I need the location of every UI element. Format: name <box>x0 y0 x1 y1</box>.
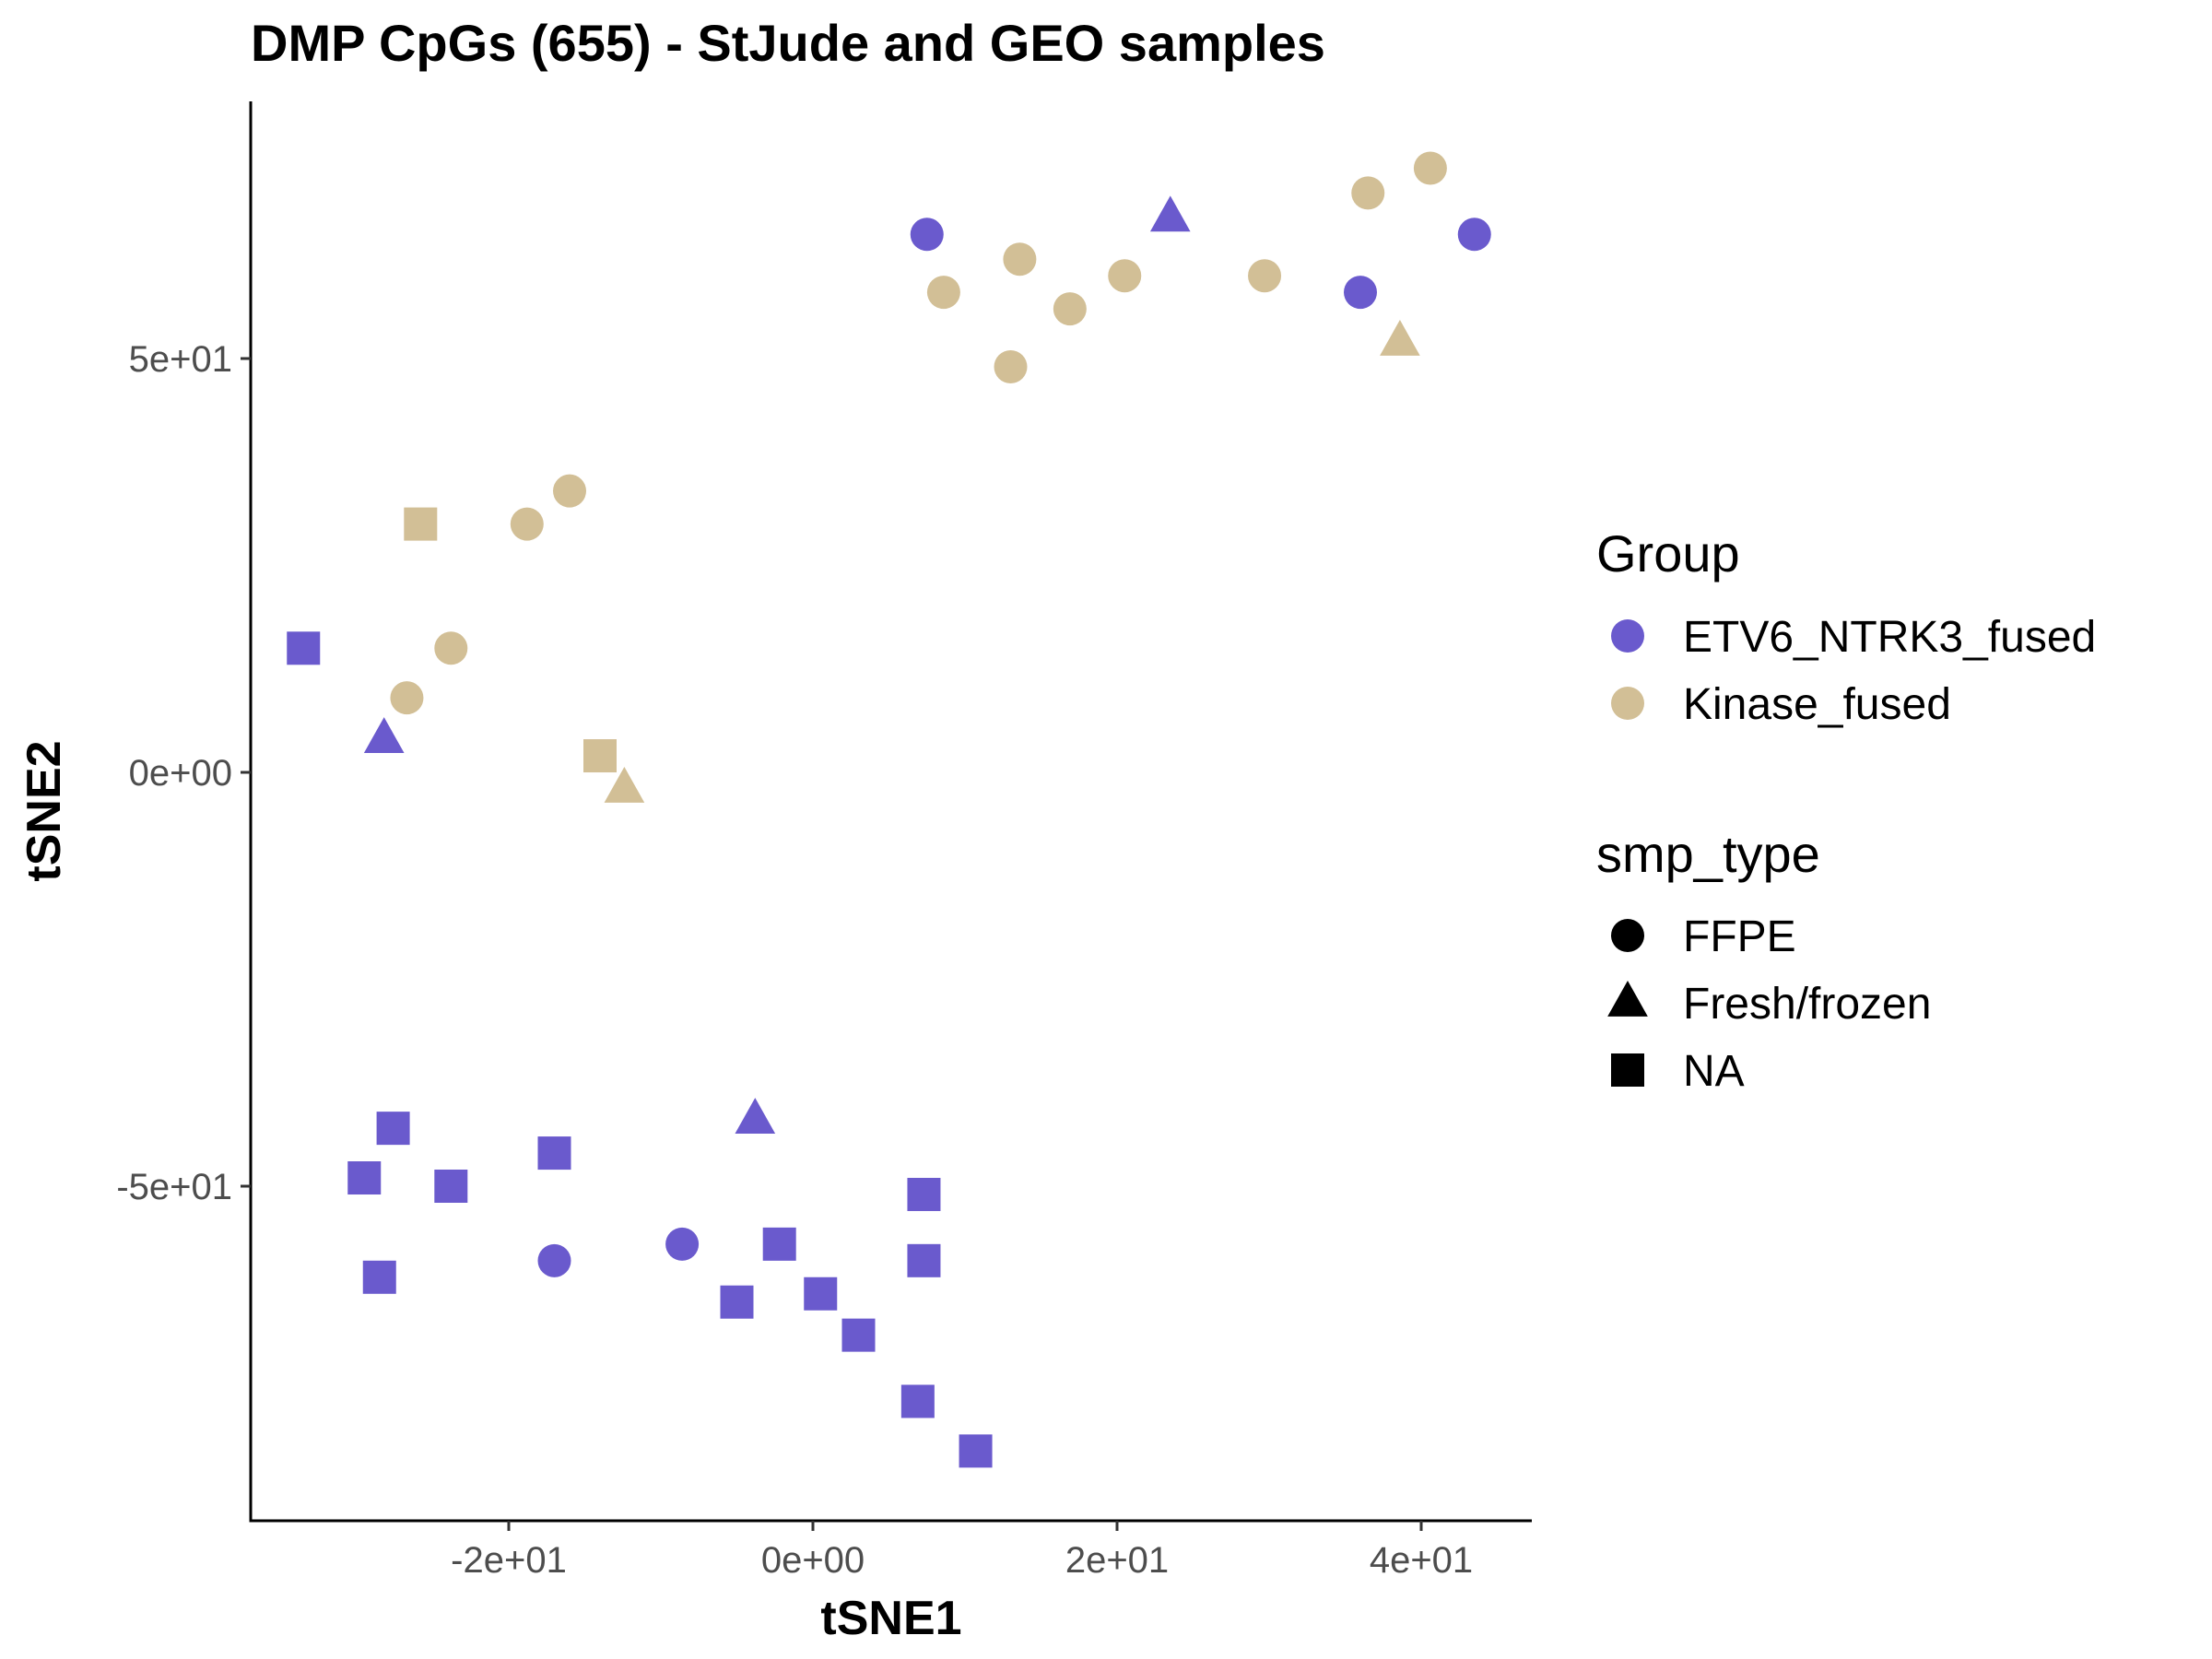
data-point <box>362 1260 396 1294</box>
legend-smp-type-title: smp_type <box>1596 825 1820 883</box>
data-point <box>1149 195 1191 232</box>
x-tick-label: 2e+01 <box>1065 1540 1169 1581</box>
plot-area: -2e+01 0e+00 2e+01 4e+01 5e+01 0e+00 -5e+01 <box>116 101 1532 1581</box>
legend-smp-type-keys: FFPE Fresh/frozen NA <box>1607 912 1931 1096</box>
legend-group-title: Group <box>1596 524 1740 582</box>
legend-group-key <box>1611 619 1644 653</box>
x-tick-label: -2e+01 <box>451 1540 567 1581</box>
data-point <box>1380 320 1420 356</box>
legend-group-key <box>1611 687 1644 720</box>
data-point <box>926 276 960 310</box>
data-point <box>347 1161 382 1195</box>
data-point <box>841 1318 876 1352</box>
data-point <box>363 717 405 753</box>
y-axis-ticks: 5e+01 0e+00 -5e+01 <box>116 339 251 1207</box>
x-axis-ticks: -2e+01 0e+00 2e+01 4e+01 <box>451 1521 1473 1581</box>
data-point <box>434 1170 468 1203</box>
data-point <box>510 507 544 541</box>
legend-smp-type-key <box>1611 919 1644 952</box>
x-tick-label: 4e+01 <box>1370 1540 1473 1581</box>
data-point <box>1053 292 1087 326</box>
data-point <box>1351 176 1385 210</box>
data-point <box>537 1136 571 1171</box>
data-point <box>1248 259 1282 293</box>
legend-group-label: Kinase_fused <box>1683 680 1951 729</box>
legend-smp-type-key <box>1611 1053 1644 1087</box>
data-point <box>907 1243 941 1277</box>
chart-title: DMP CpGs (655) - StJude and GEO samples <box>251 14 1325 72</box>
x-axis-title: tSNE1 <box>820 1592 961 1645</box>
data-point <box>735 1098 776 1135</box>
data-point <box>994 349 1028 383</box>
data-point <box>434 631 468 665</box>
legend-smp-type-label: NA <box>1683 1047 1745 1096</box>
legend-group: Group ETV6_NTRK3_fused Kinase_fused <box>1596 524 2096 729</box>
data-point <box>553 474 586 508</box>
x-tick-label: 0e+00 <box>761 1540 865 1581</box>
legend-group-label: ETV6_NTRK3_fused <box>1683 613 2096 662</box>
y-tick-label: -5e+01 <box>116 1167 232 1207</box>
data-point <box>404 507 438 541</box>
y-axis-title: tSNE2 <box>18 740 71 881</box>
data-point <box>959 1434 993 1468</box>
data-point <box>287 631 321 665</box>
data-point <box>390 681 424 715</box>
legend-group-keys: ETV6_NTRK3_fused Kinase_fused <box>1611 613 2096 729</box>
data-point <box>1457 218 1491 252</box>
data-point <box>1413 151 1447 185</box>
legend-smp-type-label: Fresh/frozen <box>1683 980 1931 1029</box>
data-point <box>720 1285 754 1319</box>
data-point <box>907 1177 941 1211</box>
legend-smp-type-key <box>1607 981 1648 1017</box>
data-point <box>1108 259 1142 293</box>
legend-smp-type-label: FFPE <box>1683 912 1796 961</box>
data-point <box>537 1243 571 1277</box>
y-tick-label: 5e+01 <box>129 339 232 380</box>
data-point <box>1344 276 1377 310</box>
data-point <box>665 1227 700 1261</box>
y-tick-label: 0e+00 <box>129 753 232 794</box>
data-point <box>762 1227 796 1261</box>
data-point <box>804 1277 838 1311</box>
data-point <box>1003 242 1037 276</box>
legend-smp-type: smp_type FFPE Fresh/frozen NA <box>1596 825 1931 1096</box>
data-point <box>604 766 645 803</box>
data-point <box>376 1112 410 1146</box>
data-point <box>910 218 944 252</box>
data-point <box>900 1384 935 1418</box>
data-points <box>287 151 1491 1468</box>
data-point <box>583 739 617 773</box>
